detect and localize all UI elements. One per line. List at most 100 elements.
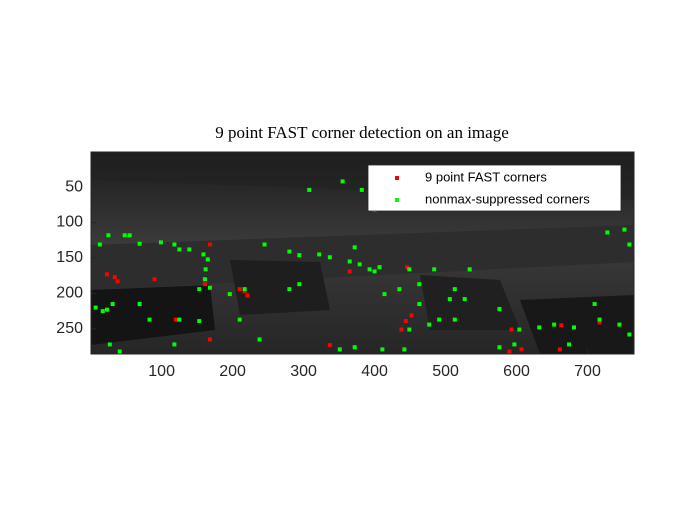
corner-point [93, 305, 98, 310]
corner-point [447, 297, 452, 302]
x-tick-label: 100 [148, 363, 175, 380]
x-tick-label: 300 [290, 363, 317, 380]
corner-point [552, 322, 557, 327]
corner-point [117, 349, 122, 354]
corner-point [172, 342, 177, 347]
legend-box [367, 164, 622, 212]
corner-point [407, 267, 412, 272]
corner-point [347, 259, 352, 264]
corner-point [437, 317, 442, 322]
corner-point [205, 257, 210, 262]
corner-point [622, 227, 627, 232]
corner-point [519, 347, 524, 352]
corner-point [177, 317, 182, 322]
corner-point [559, 323, 564, 328]
corner-point [297, 282, 302, 287]
corner-point [100, 309, 105, 314]
corner-point [507, 349, 512, 354]
corner-point [627, 332, 632, 337]
corner-point [327, 343, 332, 348]
corner-point [327, 255, 332, 260]
y-tick-label: 200 [56, 285, 83, 302]
corner-point [382, 292, 387, 297]
corner-point [627, 242, 632, 247]
corner-point [112, 275, 117, 280]
legend: 9 point FAST corners nonmax-suppressed co… [367, 164, 622, 212]
corner-point [202, 277, 207, 282]
x-tick-label: 200 [219, 363, 246, 380]
corner-point [497, 306, 502, 311]
corner-point [597, 320, 602, 325]
corner-point [407, 327, 412, 332]
corner-point [173, 317, 178, 322]
corner-point [377, 265, 382, 270]
corner-point [257, 337, 262, 342]
corner-point [567, 342, 572, 347]
corner-point [137, 241, 142, 246]
x-tick-label: 400 [361, 363, 388, 380]
corner-point [597, 317, 602, 322]
corner-point [357, 262, 362, 267]
corner-point [537, 325, 542, 330]
corner-point [307, 187, 312, 192]
corner-point [177, 247, 182, 252]
corner-point [467, 267, 472, 272]
corner-point [187, 247, 192, 252]
corner-point [122, 233, 127, 238]
corner-point [452, 287, 457, 292]
corner-point [399, 327, 404, 332]
corner-point [340, 179, 345, 184]
corner-point [432, 267, 437, 272]
corner-point [197, 319, 202, 324]
corner-point [127, 233, 132, 238]
x-tick-label: 500 [432, 363, 459, 380]
corner-point [402, 347, 407, 352]
corner-point [158, 240, 163, 245]
corner-point [352, 245, 357, 250]
corner-point [452, 317, 457, 322]
corner-point [509, 327, 514, 332]
corner-point [427, 322, 432, 327]
corner-point [372, 269, 377, 274]
corner-point [512, 342, 517, 347]
corner-point [572, 325, 577, 330]
corner-point [287, 287, 292, 292]
corner-point [409, 313, 414, 318]
corner-point [352, 345, 357, 350]
corner-point [207, 337, 212, 342]
legend-marker [395, 198, 399, 202]
corner-point [207, 242, 212, 247]
corner-point [297, 253, 302, 258]
corner-point [592, 302, 597, 307]
corner-point [242, 289, 247, 294]
corner-point [557, 347, 562, 352]
corner-point [104, 272, 109, 277]
corner-point [237, 317, 242, 322]
corner-point [317, 252, 322, 257]
legend-marker [395, 176, 399, 180]
corner-point [197, 287, 202, 292]
corner-point [207, 285, 212, 290]
corner-point [403, 319, 408, 324]
corner-point [107, 342, 112, 347]
corner-point [397, 287, 402, 292]
corner-point [367, 267, 372, 272]
chart-title: 9 point FAST corner detection on an imag… [215, 123, 509, 142]
corner-point [227, 292, 232, 297]
corner-point [104, 307, 109, 312]
corner-point [617, 322, 622, 327]
corner-point [497, 345, 502, 350]
x-tick-label: 600 [503, 363, 530, 380]
corner-point [287, 249, 292, 254]
corner-point [417, 282, 422, 287]
corner-point [347, 269, 352, 274]
y-tick-label: 100 [56, 214, 83, 231]
legend-label: 9 point FAST corners [425, 169, 547, 184]
corner-point [202, 282, 207, 287]
corner-point [152, 277, 157, 282]
axes-box [90, 151, 635, 355]
corner-point [337, 347, 342, 352]
corner-point [462, 297, 467, 302]
y-tick-label: 50 [65, 178, 83, 195]
